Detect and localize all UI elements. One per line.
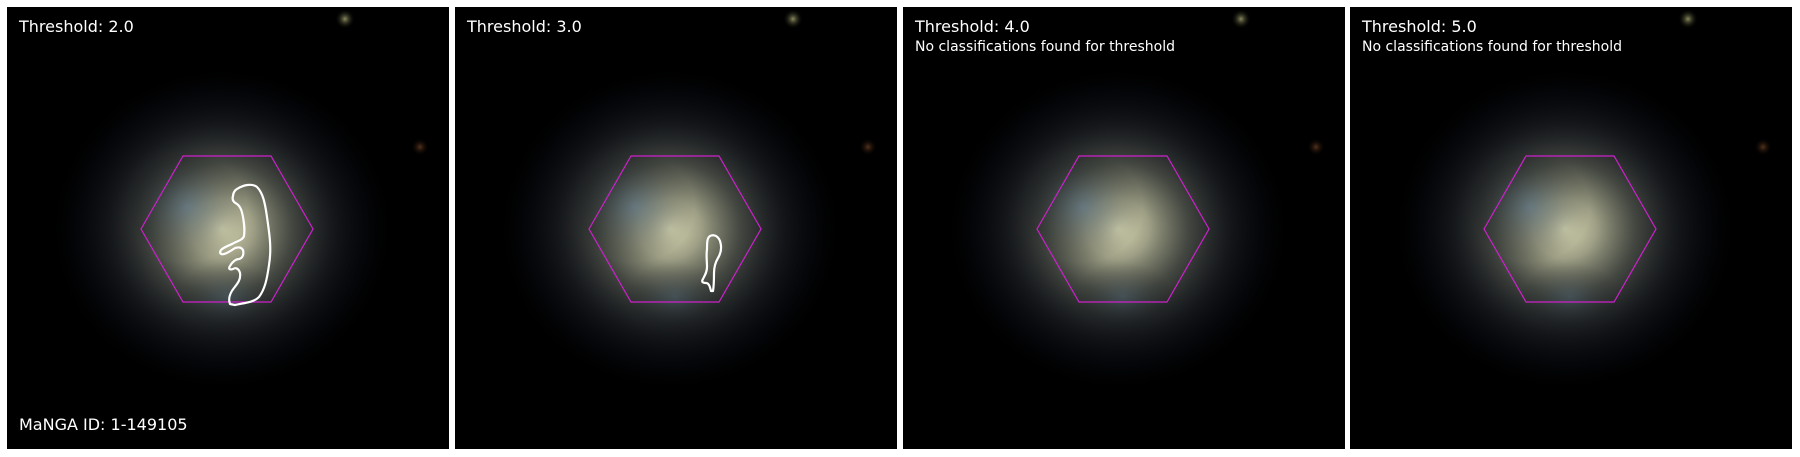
galaxy-image — [943, 9, 1325, 394]
ifu-hexagon — [140, 155, 314, 303]
manga-id-label: MaNGA ID: 1-149105 — [19, 415, 188, 434]
threshold-title: Threshold: 5.0 — [1362, 17, 1477, 36]
galaxy-image — [495, 9, 877, 394]
image-panel-threshold-3: Threshold: 3.0 — [455, 7, 897, 449]
image-panel-threshold-2: Threshold: 2.0 MaNGA ID: 1-149105 — [7, 7, 449, 449]
image-panel-threshold-4: Threshold: 4.0 No classifications found … — [903, 7, 1345, 449]
classification-contour — [219, 183, 272, 307]
galaxy-image — [1390, 9, 1772, 394]
ifu-hexagon — [588, 155, 762, 303]
ifu-hexagon — [1036, 155, 1210, 303]
no-classifications-note: No classifications found for threshold — [1362, 39, 1622, 55]
threshold-title: Threshold: 2.0 — [19, 17, 134, 36]
image-panel-threshold-5: Threshold: 5.0 No classifications found … — [1350, 7, 1792, 449]
no-classifications-note: No classifications found for threshold — [915, 39, 1175, 55]
classification-contour — [701, 234, 723, 293]
galaxy-image — [47, 9, 429, 394]
threshold-title: Threshold: 3.0 — [467, 17, 582, 36]
ifu-hexagon — [1483, 155, 1657, 303]
threshold-title: Threshold: 4.0 — [915, 17, 1030, 36]
